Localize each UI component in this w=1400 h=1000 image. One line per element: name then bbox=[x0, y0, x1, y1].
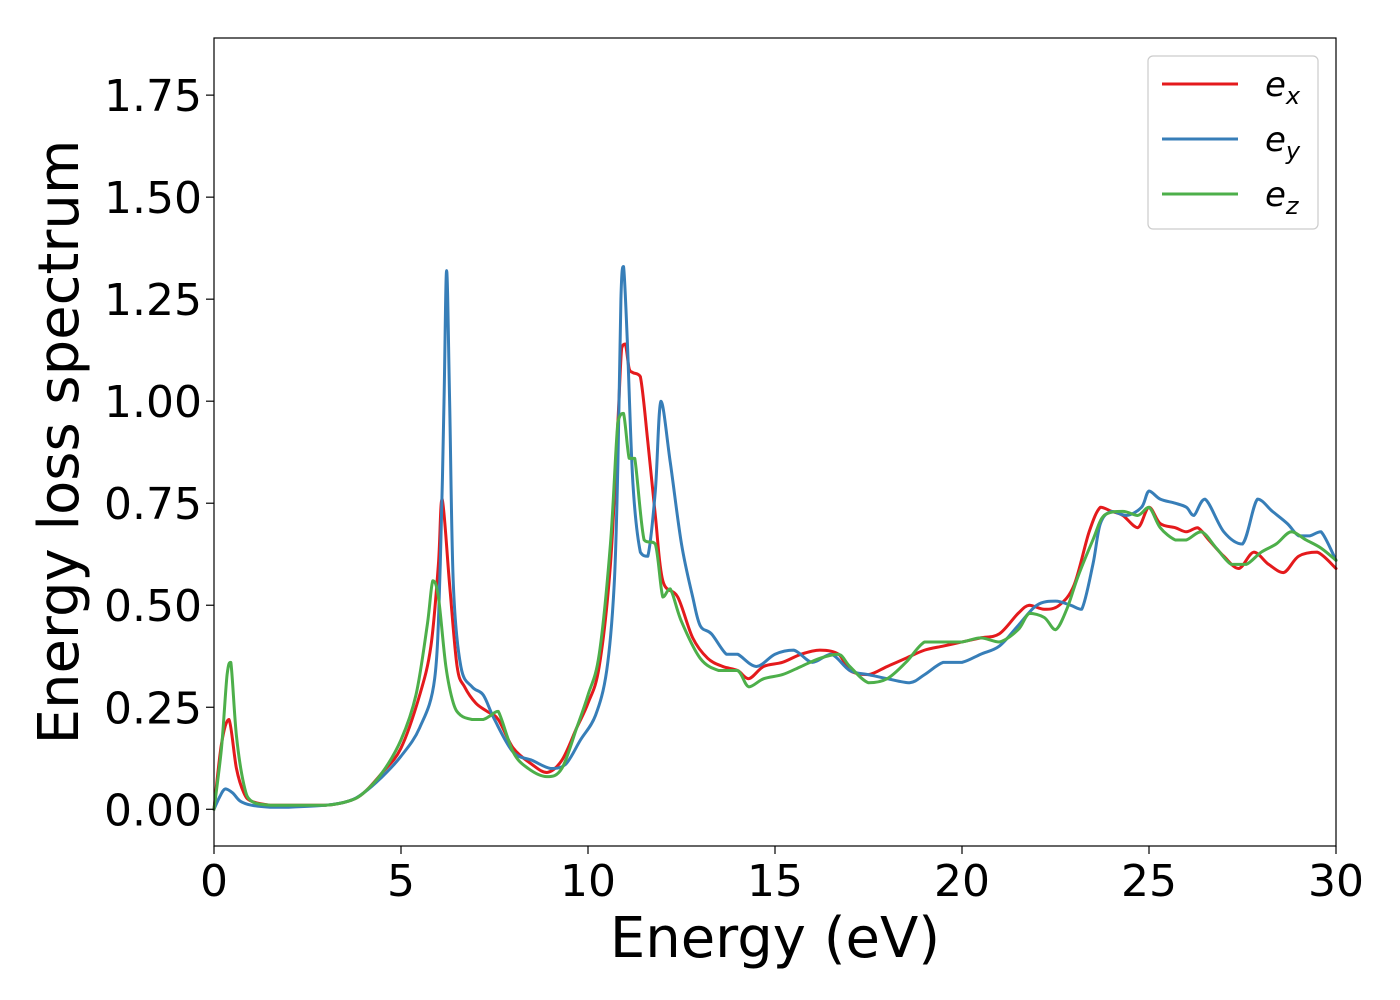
y-axis-label: Energy loss spectrum bbox=[27, 140, 92, 745]
y-tick-label: 1.25 bbox=[104, 275, 202, 326]
series-line-x bbox=[212, 342, 1338, 811]
x-axis: 0 5 10 15 20 25 30 bbox=[200, 846, 1364, 907]
x-tick-label: 30 bbox=[1308, 856, 1364, 907]
y-tick-label: 1.50 bbox=[104, 173, 202, 224]
legend-label-base: e bbox=[1265, 120, 1286, 160]
legend-label-base: e bbox=[1265, 65, 1286, 105]
legend-label-subscript: y bbox=[1285, 137, 1301, 165]
y-axis: 0.00 0.25 0.50 0.75 1.00 1.25 1.50 1.75 bbox=[104, 71, 214, 836]
series-line-y bbox=[212, 265, 1338, 811]
legend-box bbox=[1147, 55, 1319, 230]
y-tick-label: 0.75 bbox=[104, 479, 202, 530]
y-tick-label: 0.25 bbox=[104, 683, 202, 734]
x-tick-label: 0 bbox=[200, 856, 228, 907]
x-tick-label: 5 bbox=[387, 856, 415, 907]
legend-label-x: ex bbox=[1265, 65, 1301, 110]
x-tick-label: 25 bbox=[1121, 856, 1177, 907]
y-tick-label: 1.75 bbox=[104, 71, 202, 122]
series-line-z bbox=[212, 411, 1338, 811]
y-tick-label: 1.00 bbox=[104, 377, 202, 428]
x-axis-label: Energy (eV) bbox=[610, 906, 940, 971]
y-tick-label: 0.50 bbox=[104, 581, 202, 632]
legend-label-y: ey bbox=[1265, 120, 1301, 165]
x-tick-label: 20 bbox=[934, 856, 990, 907]
x-tick-label: 15 bbox=[747, 856, 803, 907]
legend-label-subscript: z bbox=[1285, 192, 1300, 220]
legend-label-z: ez bbox=[1265, 175, 1300, 220]
series-layer bbox=[212, 265, 1338, 811]
y-tick-label: 0.00 bbox=[104, 785, 202, 836]
legend-label-subscript: x bbox=[1285, 82, 1301, 110]
legend-label-base: e bbox=[1265, 175, 1286, 215]
x-tick-label: 10 bbox=[560, 856, 616, 907]
